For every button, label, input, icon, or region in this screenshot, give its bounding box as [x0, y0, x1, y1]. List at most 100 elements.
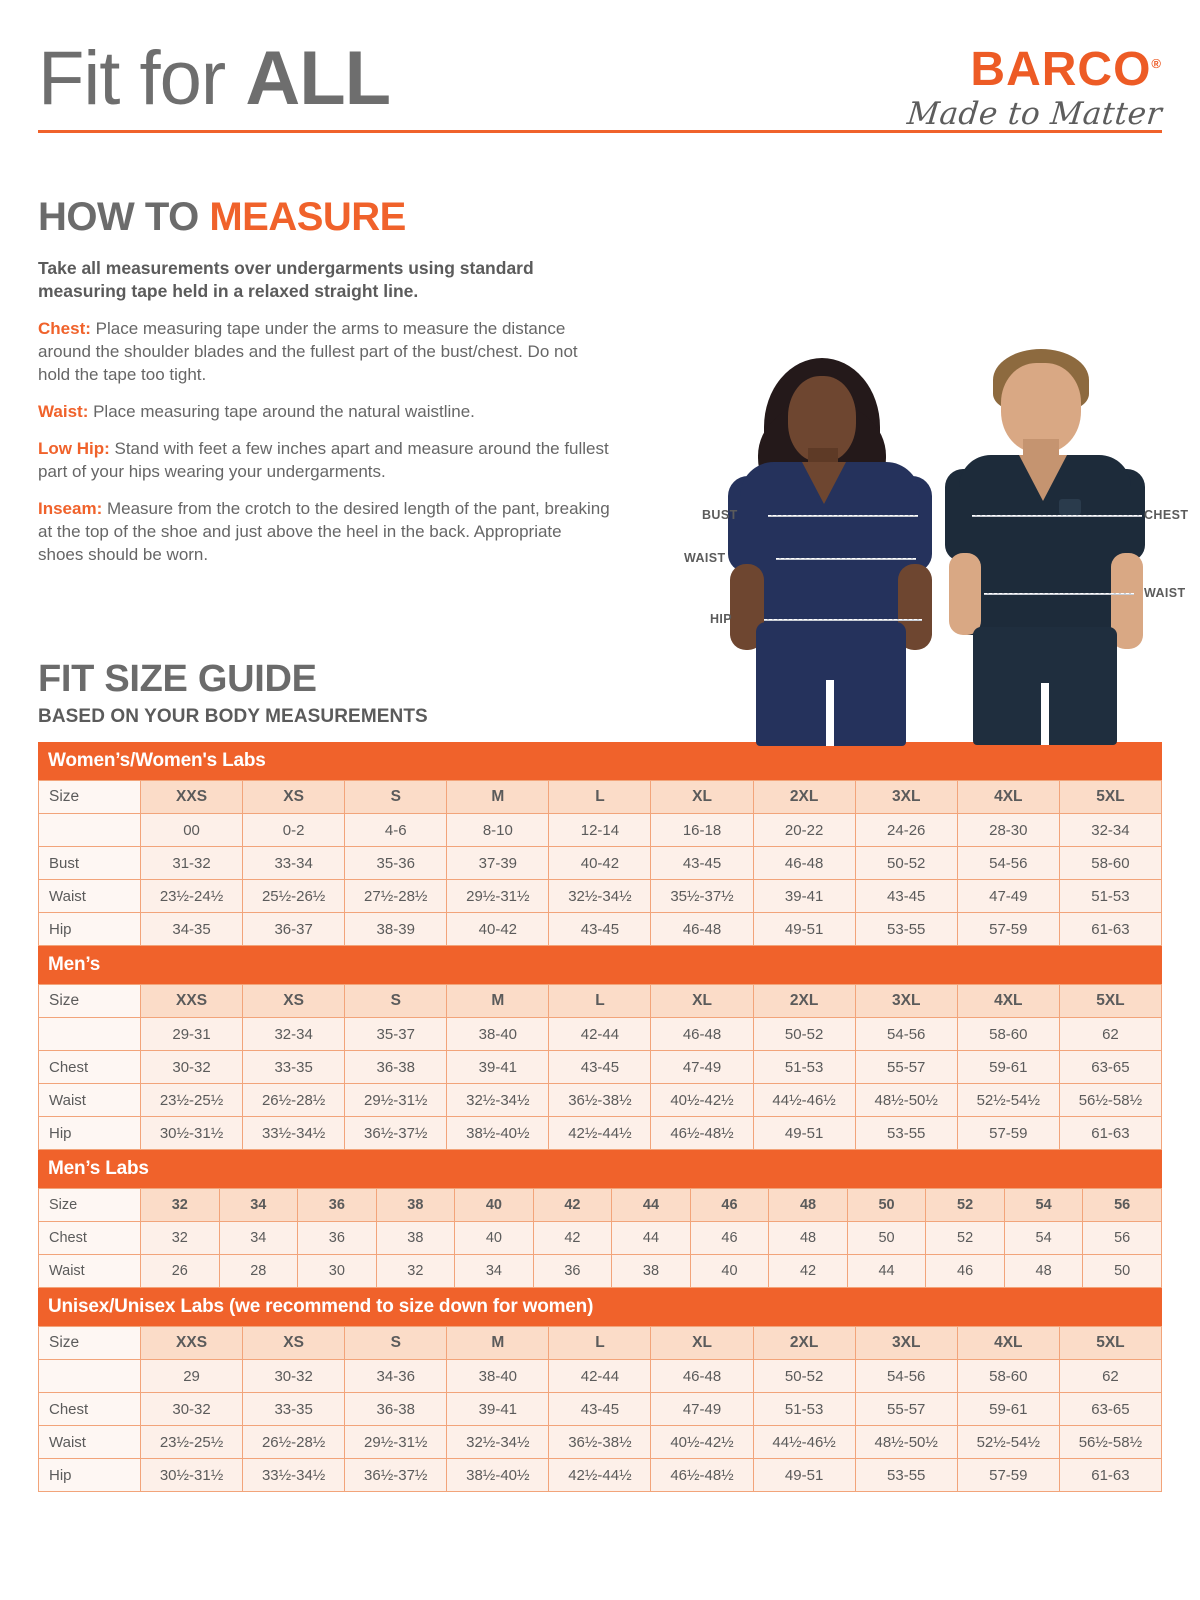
table-cell: 40 [689, 1254, 770, 1288]
table-cell: 52½-54½ [956, 1083, 1060, 1117]
measure-term-chest: Chest: [38, 319, 91, 338]
row-label: Waist [38, 1254, 141, 1288]
table-cell: 4-6 [344, 813, 448, 847]
table-cell: 54-56 [956, 846, 1060, 880]
table-band: Women’s/Women's Labs [38, 742, 1162, 780]
fit-size-guide-header: FIT SIZE GUIDE BASED ON YOUR BODY MEASUR… [38, 658, 1162, 728]
table-cell: 55-57 [854, 1392, 958, 1426]
measure-item-waist: Waist: Place measuring tape around the n… [38, 400, 610, 423]
table-cell: 47-49 [650, 1392, 754, 1426]
page-header: Fit for ALL BARCO® Made to Matter [38, 0, 1164, 133]
table-cell: 38-40 [446, 1017, 550, 1051]
table-cell: 29-31 [139, 1017, 244, 1051]
column-header: 4XL [956, 1326, 1060, 1360]
size-table: Size XXS XS S M L XL 2XL 3XL 4XL 5XL 00 0-2 4-6 8-10 12… [38, 780, 1163, 946]
table-cell: 44½-46½ [752, 1083, 856, 1117]
table-cell: 57-59 [956, 912, 1060, 946]
column-header: 4XL [956, 984, 1060, 1018]
table-cell: 49-51 [752, 1458, 856, 1492]
table-cell: 46-48 [752, 846, 856, 880]
table-cell: 32½-34½ [446, 1425, 550, 1459]
table-cell: 39-41 [446, 1050, 550, 1084]
size-label-header: Size [38, 780, 141, 814]
table-cell: 30½-31½ [139, 1458, 244, 1492]
table-cell: 43-45 [650, 846, 754, 880]
table-cell: 33½-34½ [242, 1458, 346, 1492]
table-band: Men’s Labs [38, 1150, 1162, 1188]
column-header: S [344, 1326, 448, 1360]
column-header: L [548, 780, 652, 814]
table-cell: 43-45 [548, 912, 652, 946]
table-cell: 33-34 [242, 846, 346, 880]
table-cell: 57-59 [956, 1116, 1060, 1150]
table-cell: 34-35 [139, 912, 244, 946]
table-cell: 32 [140, 1221, 220, 1255]
table-cell: 34 [454, 1254, 534, 1288]
table-cell: 29 [139, 1359, 244, 1393]
table-header-row: Size XXS XS S M L XL 2XL 3XL 4XL 5XL [38, 984, 1163, 1018]
column-header: XL [650, 780, 754, 814]
table-cell: 46½-48½ [650, 1116, 754, 1150]
table-row: Hip 30½-31½ 33½-34½ 36½-37½ 38½-40½ 42½-44½ 46… [38, 1458, 1163, 1492]
measure-item-chest: Chest: Place measuring tape under the ar… [38, 317, 610, 386]
table-cell: 46 [925, 1254, 1005, 1288]
table-cell: 42 [768, 1254, 848, 1288]
heading-accent: MEASURE [209, 195, 406, 239]
waist-label-right: WAIST [1144, 586, 1186, 600]
measure-text-waist: Place measuring tape around the natural … [88, 402, 475, 421]
row-label: Waist [38, 1083, 141, 1117]
size-table: Size XXS XS S M L XL 2XL 3XL 4XL 5XL 29-31 32-34 35-3… [38, 984, 1163, 1150]
table-cell: 28 [218, 1254, 299, 1288]
column-header: S [344, 984, 448, 1018]
table-cell: 44 [611, 1221, 691, 1255]
table-cell: 42½-44½ [548, 1458, 652, 1492]
barco-logo: BARCO® Made to Matter [862, 40, 1164, 133]
table-cell: 30½-31½ [139, 1116, 244, 1150]
model-leg-gap [826, 680, 834, 746]
table-cell: 35-36 [344, 846, 448, 880]
column-header: S [344, 780, 448, 814]
size-table: Size 32 34 36 38 40 42 44 46 48 50 52 54 56 Chest 32 34 3… [38, 1188, 1162, 1288]
row-label: Chest [38, 1392, 141, 1426]
table-cell: 26½-28½ [242, 1083, 346, 1117]
table-cell: 47-49 [650, 1050, 754, 1084]
table-cell: 23½-25½ [139, 1083, 244, 1117]
column-header: 36 [297, 1188, 377, 1222]
measure-item-inseam: Inseam: Measure from the crotch to the d… [38, 497, 610, 566]
table-cell: 24-26 [854, 813, 958, 847]
table-cell: 62 [1058, 1359, 1163, 1393]
table-cell: 55-57 [854, 1050, 958, 1084]
size-tables: Women’s/Women's Labs Size XXS XS S M L XL 2XL 3XL… [38, 742, 1163, 1492]
column-header: 2XL [752, 780, 856, 814]
column-header: 54 [1003, 1188, 1084, 1222]
table-cell: 35-37 [344, 1017, 448, 1051]
row-label: Hip [38, 912, 141, 946]
column-header: XXS [139, 1326, 244, 1360]
table-row: Waist 23½-24½ 25½-26½ 27½-28½ 29½-31½ 32½-34½… [38, 879, 1163, 913]
table-row: Chest 30-32 33-35 36-38 39-41 43-45 47-49 51-53… [38, 1392, 1163, 1426]
column-header: 3XL [854, 780, 958, 814]
table-cell: 48½-50½ [854, 1083, 958, 1117]
table-cell: 36½-38½ [548, 1425, 652, 1459]
column-header: XXS [139, 780, 244, 814]
column-header: M [446, 984, 550, 1018]
table-cell: 0-2 [242, 813, 346, 847]
table-header-row: Size XXS XS S M L XL 2XL 3XL 4XL 5XL [38, 1326, 1163, 1360]
table-cell: 40-42 [548, 846, 652, 880]
table-cell: 31-32 [139, 846, 244, 880]
column-header: XS [242, 1326, 346, 1360]
table-cell: 36½-37½ [344, 1116, 448, 1150]
header-divider [38, 130, 1162, 133]
table-row: Waist 23½-25½ 26½-28½ 29½-31½ 32½-34½ 36½-38½… [38, 1083, 1163, 1117]
table-cell: 36-37 [242, 912, 346, 946]
table-cell: 42 [532, 1221, 613, 1255]
table-cell: 48½-50½ [854, 1425, 958, 1459]
measure-intro: Take all measurements over undergarments… [38, 258, 534, 301]
table-cell: 49-51 [752, 912, 856, 946]
table-row: Bust 31-32 33-34 35-36 37-39 40-42 43-45 46-48 5… [38, 846, 1163, 880]
fit-size-guide-title: FIT SIZE GUIDE [38, 658, 317, 700]
row-label: Chest [38, 1221, 141, 1255]
waist-measure-line-right [984, 593, 1134, 595]
table-cell: 61-63 [1058, 1116, 1163, 1150]
